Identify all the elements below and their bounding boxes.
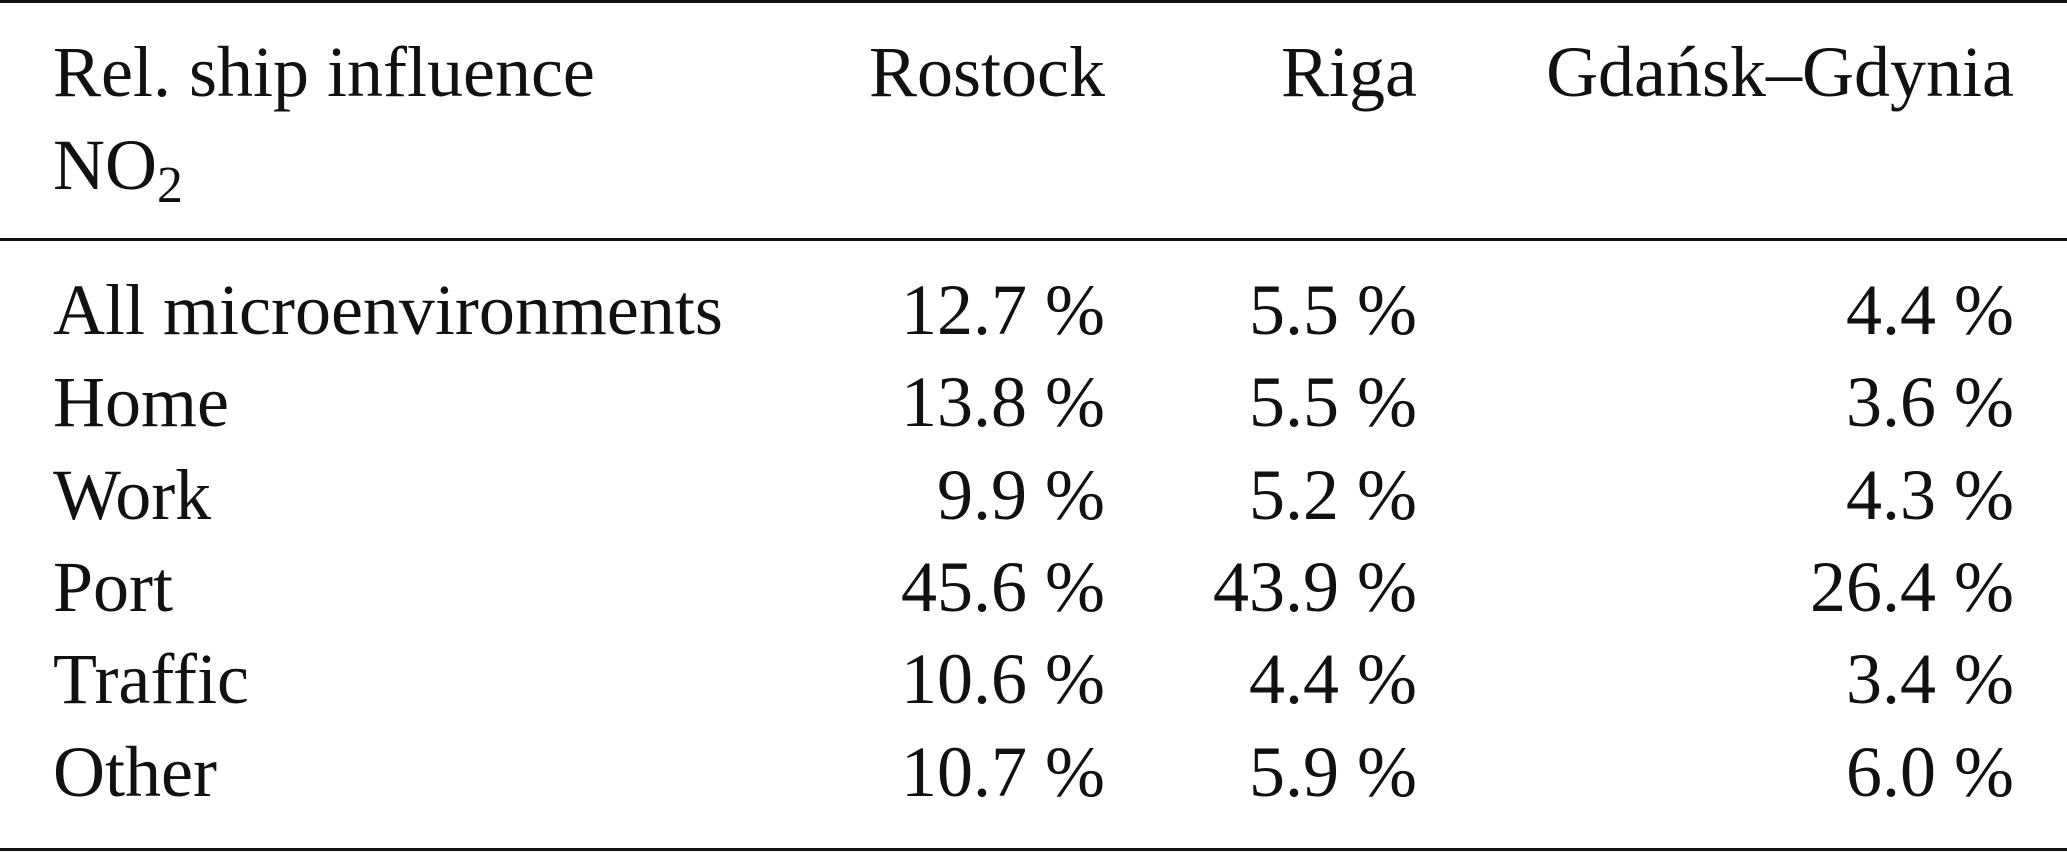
cell-value: 13.8 % [901, 362, 1105, 443]
formula-base: NO [53, 125, 157, 205]
cell-value: 5.2 % [1249, 454, 1417, 535]
row-label: Work [53, 454, 212, 535]
column-header: Rostock [868, 32, 1105, 112]
cell-value: 6.0 % [1846, 731, 2014, 812]
top-rule [0, 0, 2067, 3]
cell-value: 5.5 % [1249, 362, 1417, 443]
header-label: Rel. ship influence [53, 32, 595, 112]
cell-value: 10.7 % [901, 731, 1105, 812]
cell-value: 10.6 % [901, 639, 1105, 720]
cell-value: 9.9 % [937, 454, 1105, 535]
column-header: Gdańsk–Gdynia [1546, 32, 2014, 112]
cell-value: 5.9 % [1249, 731, 1417, 812]
formula-subscript: 2 [157, 156, 183, 214]
row-label: Home [53, 362, 229, 443]
cell-value: 26.4 % [1810, 546, 2014, 627]
cell-value: 5.5 % [1249, 270, 1417, 350]
header-formula: NO2 [53, 119, 183, 211]
cell-value: 4.4 % [1249, 639, 1417, 720]
row-label: Port [53, 546, 174, 627]
cell-value: 43.9 % [1213, 546, 1417, 627]
row-label: Traffic [53, 639, 249, 720]
cell-value: 4.4 % [1846, 270, 2014, 350]
cell-value: 3.4 % [1846, 639, 2014, 720]
cell-value: 12.7 % [901, 270, 1105, 350]
mid-rule [0, 238, 2067, 241]
cell-value: 45.6 % [901, 546, 1105, 627]
column-header: Riga [1281, 32, 1417, 112]
row-label: All microenvironments [53, 270, 723, 350]
cell-value: 3.6 % [1846, 362, 2014, 443]
bottom-rule [0, 848, 2067, 851]
cell-value: 4.3 % [1846, 454, 2014, 535]
row-label: Other [53, 731, 217, 812]
